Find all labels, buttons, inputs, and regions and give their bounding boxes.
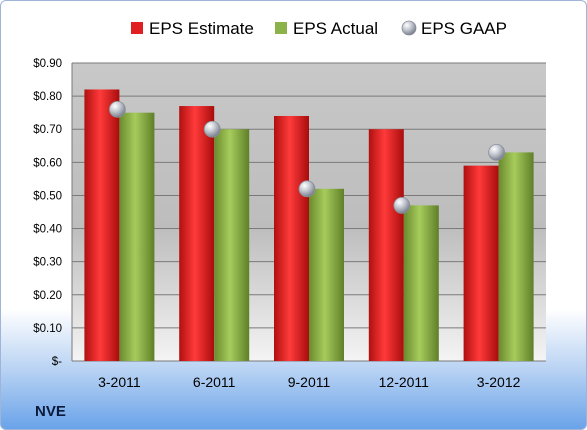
x-tick-label: 6-2011 xyxy=(193,374,236,390)
gaap-marker xyxy=(393,196,411,214)
legend-swatch xyxy=(275,22,287,34)
gaap-marker xyxy=(203,120,221,138)
y-tick-label: $0.60 xyxy=(33,157,62,169)
legend-label: EPS GAAP xyxy=(421,19,507,38)
y-tick-label: $0.50 xyxy=(33,190,62,202)
actual-bar xyxy=(498,152,534,361)
legend-label: EPS Estimate xyxy=(149,19,254,38)
y-tick-label: $0.80 xyxy=(33,91,62,103)
x-tick-label: 3-2011 xyxy=(98,374,141,390)
y-tick-label: $0.30 xyxy=(33,257,62,269)
estimate-bar xyxy=(274,115,309,361)
actual-bar xyxy=(309,188,344,361)
x-axis-ticks: 3-2011 6-2011 9-2011 12-2011 3-2012 xyxy=(98,374,520,390)
x-tick-label: 9-2011 xyxy=(288,374,331,390)
y-tick-label: $0.90 xyxy=(33,58,62,70)
company-label: NVE xyxy=(35,403,66,420)
y-tick-label: $0.20 xyxy=(33,290,62,302)
estimate-bar xyxy=(463,165,499,361)
actual-bar xyxy=(214,129,250,361)
y-axis-ticks: $- $0.10 $0.20 $0.30 $0.40 $0.50 $0.60 $0.70 $0.… xyxy=(33,58,62,368)
gaap-marker xyxy=(298,180,316,198)
y-tick-label: $- xyxy=(52,356,62,368)
legend-swatch xyxy=(131,22,143,34)
legend: EPS Estimate EPS Actual EPS GAAP xyxy=(131,19,507,38)
y-tick-label: $0.10 xyxy=(33,323,62,335)
legend-swatch xyxy=(401,20,417,36)
estimate-bar xyxy=(84,89,120,361)
actual-bar xyxy=(119,112,155,362)
gaap-marker xyxy=(109,100,126,118)
estimate-bar xyxy=(179,106,215,362)
y-tick-label: $0.70 xyxy=(33,124,62,136)
bars xyxy=(84,89,534,362)
gaap-markers xyxy=(109,100,506,214)
actual-bar xyxy=(403,205,439,361)
x-tick-label: 3-2012 xyxy=(477,374,521,390)
legend-label: EPS Actual xyxy=(293,19,378,38)
estimate-bar xyxy=(368,129,404,361)
x-tick-label: 12-2011 xyxy=(379,374,430,390)
gaap-marker xyxy=(488,143,506,161)
y-tick-label: $0.40 xyxy=(33,224,62,236)
